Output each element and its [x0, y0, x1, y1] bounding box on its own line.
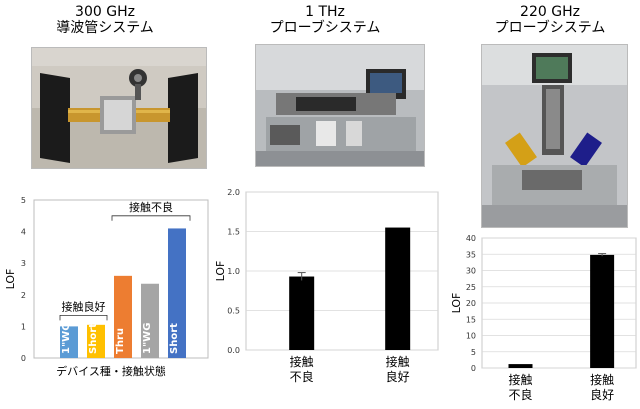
panel3-title-line1: 220 GHz — [520, 4, 580, 20]
panel3-title-line2: プローブシステム — [494, 20, 606, 36]
panel1-title-line2: 導波管システム — [56, 20, 154, 36]
y-tick-label: 10 — [466, 332, 476, 341]
bar — [60, 326, 78, 358]
y-tick-label: 1 — [21, 322, 26, 331]
y-axis-label: LOF — [4, 269, 17, 290]
bar — [168, 228, 186, 358]
bar — [141, 283, 159, 358]
bar — [508, 364, 533, 368]
photo-300ghz-waveguide-system — [31, 47, 207, 169]
y-tick-label: 0 — [21, 354, 26, 363]
panel1-title: 300 GHz 導波管システム — [45, 4, 165, 36]
panel2-title-line1: 1 THz — [305, 4, 345, 20]
group-label-good: 接触良好 — [62, 299, 106, 313]
y-tick-label: 5 — [21, 196, 26, 205]
chart-300ghz-lof: 0 1 2 3 4 5 1"WG Short Thru 1"WG Short LOF デバイス種・接触状… — [0, 190, 222, 390]
bar-label: Short — [169, 323, 180, 354]
bar-label: 1"WG — [61, 323, 72, 354]
bar — [87, 324, 105, 358]
group-label-bad: 接触不良 — [129, 200, 173, 214]
y-tick-label: 4 — [21, 228, 26, 237]
x-tick-label: 不良 — [290, 369, 314, 384]
x-tick-label: 接触 — [590, 372, 614, 387]
y-tick-label: 5 — [471, 348, 476, 357]
chart-220ghz-lof: 0 5 10 15 20 25 30 35 40 接触 不良 接触 良好 LOF — [448, 226, 640, 405]
y-tick-label: 30 — [466, 267, 476, 276]
y-tick-label: 2 — [21, 291, 26, 300]
x-tick-label: 良好 — [386, 369, 410, 384]
bracket-bad — [111, 215, 191, 221]
panel3-title: 220 GHz プローブシステム — [490, 4, 610, 36]
y-tick-label: 2.0 — [227, 188, 240, 197]
bar — [114, 275, 132, 358]
y-tick-label: 35 — [466, 250, 476, 259]
y-tick-label: 15 — [466, 315, 476, 324]
photo-1thz-probe-system — [255, 44, 425, 167]
bracket-good — [59, 314, 108, 321]
photo-220ghz-probe-system — [481, 44, 628, 228]
x-tick-label: 接触 — [386, 354, 410, 369]
bar-label: 1"WG — [142, 323, 153, 354]
panel1-title-line1: 300 GHz — [75, 4, 135, 20]
y-tick-label: 40 — [466, 234, 476, 243]
y-tick-label: 0 — [471, 364, 476, 373]
panel2-title-line2: プローブシステム — [269, 20, 381, 36]
y-tick-label: 0.0 — [227, 346, 240, 355]
y-tick-label: 20 — [466, 299, 476, 308]
bar-label: Thru — [115, 328, 126, 354]
y-tick-label: 1.0 — [227, 267, 240, 276]
bar-label: Short — [88, 323, 99, 354]
bar — [590, 254, 615, 368]
panel2-title: 1 THz プローブシステム — [265, 4, 385, 36]
y-tick-label: 0.5 — [227, 307, 240, 316]
x-tick-label: 不良 — [508, 387, 532, 402]
x-axis-label: デバイス種・接触状態 — [56, 364, 166, 378]
chart-1thz-lof: 0.0 0.5 1.0 1.5 2.0 接触 不良 接触 良好 LOF — [212, 180, 442, 390]
y-axis-label: LOF — [214, 261, 227, 282]
y-tick-label: 25 — [466, 283, 476, 292]
x-tick-label: 接触 — [508, 372, 532, 387]
y-tick-label: 3 — [21, 259, 26, 268]
x-tick-label: 良好 — [590, 387, 614, 402]
bar — [289, 276, 315, 350]
y-axis-label: LOF — [450, 293, 463, 314]
y-tick-label: 1.5 — [227, 228, 240, 237]
x-tick-label: 接触 — [290, 354, 314, 369]
bar — [385, 227, 411, 350]
